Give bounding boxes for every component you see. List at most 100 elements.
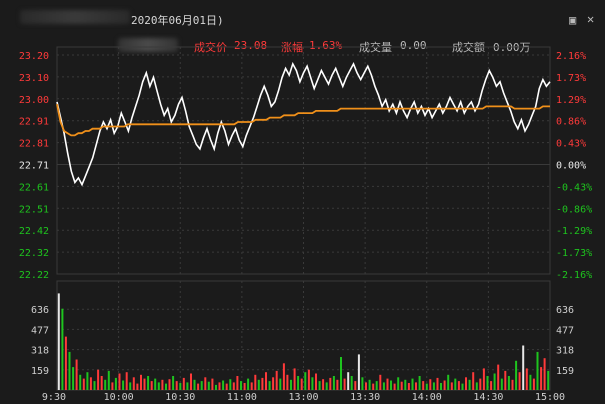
- price-tick-label: 22.32: [19, 248, 49, 259]
- volume-bar: [332, 376, 335, 390]
- volume-bar: [336, 379, 339, 390]
- volume-bar: [407, 383, 410, 390]
- volume-tick-label: 318: [31, 346, 49, 357]
- volume-bar: [461, 383, 464, 390]
- volume-bar: [347, 372, 350, 390]
- volume-bar: [318, 381, 321, 390]
- volume-bar: [297, 376, 300, 390]
- volume-bar: [304, 372, 307, 390]
- volume-bar: [518, 372, 521, 390]
- volume-bar: [393, 383, 396, 390]
- volume-bar: [386, 378, 389, 390]
- pct-tick-label: 1.29%: [556, 95, 586, 106]
- volume-tick-label: 636: [556, 305, 574, 316]
- pct-tick-label: 0.43%: [556, 139, 586, 150]
- volume-bar: [425, 383, 428, 390]
- volume-tick-label: 636: [31, 305, 49, 316]
- restore-icon[interactable]: ▣: [569, 13, 577, 27]
- volume-bar: [218, 382, 221, 390]
- volume-tick-label: 318: [556, 346, 574, 357]
- pct-tick-label: -0.86%: [556, 204, 592, 215]
- close-icon[interactable]: ✕: [587, 12, 595, 26]
- volume-bar: [422, 381, 425, 390]
- volume-bar: [197, 383, 200, 390]
- volume-bar: [161, 379, 164, 390]
- pct-tick-label: 2.16%: [556, 51, 586, 62]
- stock-code-redacted: [118, 38, 178, 52]
- volume-bar: [132, 377, 135, 390]
- volume-bar: [75, 359, 78, 390]
- volume-bar: [532, 378, 535, 390]
- volume-bar: [207, 381, 210, 390]
- volume-bar: [443, 380, 446, 390]
- time-tick-label: 14:00: [412, 392, 442, 403]
- volume-bar: [350, 376, 353, 390]
- volume-bar: [397, 377, 400, 390]
- volume-tick-label: 159: [31, 366, 49, 377]
- time-tick-label: 10:30: [165, 392, 195, 403]
- volume-bar: [240, 381, 242, 390]
- volume-bar: [547, 370, 550, 390]
- time-tick-label: 13:30: [350, 392, 380, 403]
- stock-name-redacted: [20, 10, 130, 24]
- price-tick-label: 22.61: [19, 182, 49, 193]
- volume-bar: [493, 373, 496, 390]
- volume-bar: [243, 383, 246, 390]
- average-price-line: [56, 104, 550, 137]
- volume-bar: [72, 367, 75, 390]
- volume-bar: [500, 378, 503, 390]
- volume-bar: [247, 378, 250, 390]
- volume-bar: [290, 379, 292, 390]
- volume-bar: [372, 383, 375, 390]
- volume-bar: [322, 379, 325, 390]
- volume-bar: [465, 377, 467, 390]
- change-value: 1.63%: [309, 39, 343, 52]
- volume-bar: [475, 382, 478, 390]
- volume-bar: [107, 370, 110, 390]
- price-tick-label: 23.10: [19, 73, 49, 84]
- volume-bar: [129, 382, 132, 390]
- volume-bar: [257, 379, 260, 390]
- volume-bar: [97, 369, 100, 390]
- volume-bar: [154, 378, 157, 390]
- price-tick-label: 22.22: [19, 270, 49, 281]
- volume-bar: [300, 378, 303, 390]
- volume-bar: [454, 378, 457, 390]
- volume-bar: [486, 376, 489, 390]
- volume-bar: [211, 378, 214, 390]
- volume-bar: [325, 382, 328, 390]
- volume-bar: [390, 380, 392, 390]
- volume-bar: [265, 372, 267, 390]
- volume-bar: [222, 380, 225, 390]
- volume-bar: [279, 378, 282, 390]
- volume-bar: [182, 377, 185, 390]
- volume-bar: [61, 308, 64, 390]
- volume-bar: [215, 384, 217, 390]
- volume-bar: [340, 357, 342, 390]
- volume-bar: [540, 367, 543, 390]
- volume-bar: [125, 372, 128, 390]
- volume-bar: [275, 370, 278, 390]
- volume-bar: [193, 379, 196, 390]
- volume-bar: [282, 363, 285, 390]
- volume-bar: [64, 336, 67, 390]
- volume-bar: [354, 381, 357, 390]
- volume-bar: [147, 376, 150, 390]
- volume-bar: [168, 379, 171, 390]
- volume-bar: [114, 377, 117, 390]
- volume-value: 0.00: [400, 39, 427, 52]
- volume-bar: [379, 374, 382, 390]
- price-tick-label: 22.71: [19, 161, 49, 172]
- time-tick-label: 10:00: [104, 392, 134, 403]
- volume-bar: [436, 377, 439, 390]
- volume-bar: [504, 370, 507, 390]
- title-bar: 2020年06月01日) ▣ ✕: [0, 0, 605, 36]
- price-tick-label: 22.51: [19, 204, 49, 215]
- price-tick-label: 23.20: [19, 51, 49, 62]
- pct-tick-label: -1.73%: [556, 248, 592, 259]
- volume-bar: [479, 378, 482, 390]
- volume-bar: [286, 374, 289, 390]
- volume-bar: [357, 354, 360, 390]
- volume-bar: [375, 381, 378, 390]
